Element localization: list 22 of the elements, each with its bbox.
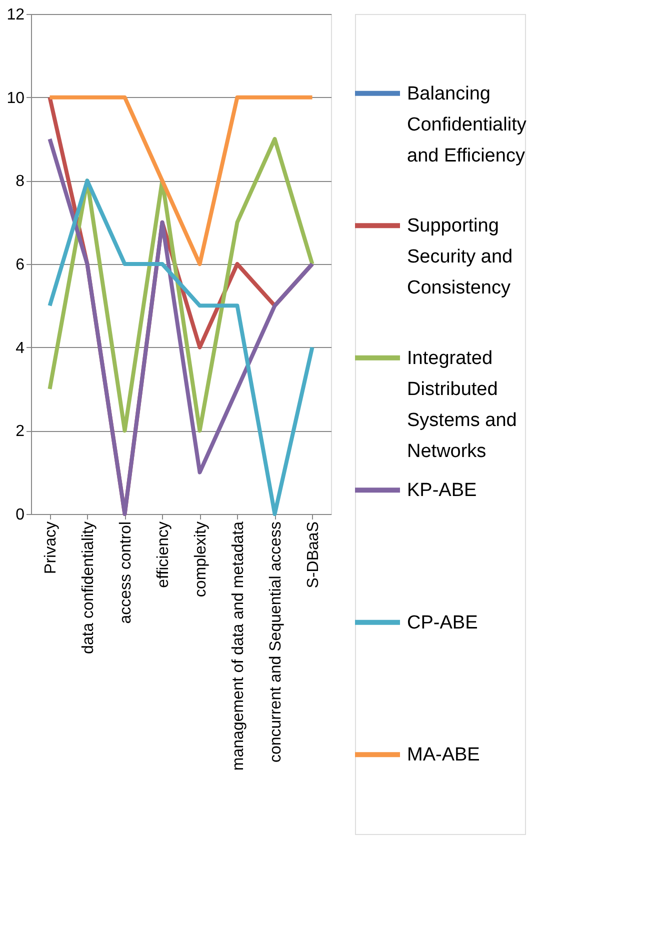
x-tick-label: complexity — [192, 522, 210, 598]
x-tick-label: Privacy — [42, 522, 60, 574]
legend-label: Integrated Distributed Systems and Networks — [407, 348, 517, 462]
y-tick-label: 12 — [6, 6, 25, 24]
line-series — [48, 137, 314, 433]
y-tick-label: 10 — [6, 90, 25, 107]
legend-label: CP-ABE — [407, 612, 478, 634]
legend-label: MA-ABE — [407, 744, 480, 766]
y-tick-label: 2 — [16, 423, 25, 440]
legend-label: Supporting Security and Consistency — [407, 216, 513, 299]
x-tick-label: concurrent and Sequential access — [267, 522, 284, 763]
y-tick-label: 4 — [16, 340, 25, 357]
y-tick-label: 8 — [16, 173, 25, 190]
x-tick-label: data confidentiality — [80, 522, 97, 654]
x-tick-label: efficiency — [154, 522, 172, 588]
y-tick-label: 6 — [16, 256, 25, 274]
legend-label: KP-ABE — [407, 480, 477, 502]
y-tick-label: 0 — [16, 506, 25, 524]
legend-label: Balancing Confidentiality and Efficiency — [407, 83, 527, 166]
x-tick-label: access control — [117, 522, 134, 624]
x-tick-label: management of data and metadata — [230, 521, 247, 771]
x-tick-label: S-DBaaS — [304, 522, 322, 588]
